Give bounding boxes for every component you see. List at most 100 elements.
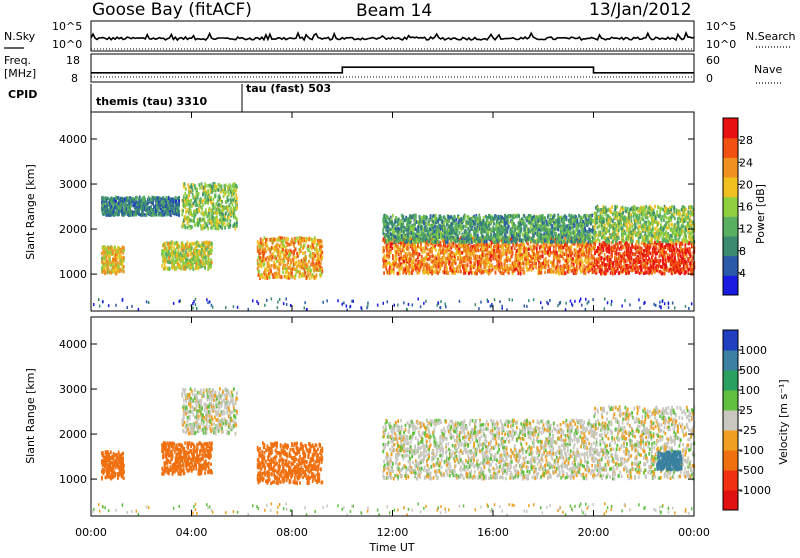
power-cell (206, 212, 208, 216)
power-cell (403, 260, 405, 264)
power-cell (282, 248, 284, 252)
power-cell (196, 203, 198, 207)
power-cell (477, 256, 479, 260)
power-cell (291, 272, 293, 276)
power-cell (459, 266, 461, 270)
power-cell (550, 251, 552, 255)
power-cell (304, 244, 306, 248)
power-cell (204, 218, 206, 222)
power-cell (434, 225, 436, 229)
power-cell (425, 222, 427, 226)
power-cell (321, 240, 323, 244)
power-cell (432, 254, 434, 257)
power-cell (236, 206, 238, 210)
power-cell (164, 266, 166, 270)
power-cell (486, 264, 488, 268)
power-cell (577, 268, 579, 272)
power-cell (392, 214, 394, 218)
power-cell (187, 183, 189, 187)
noise-search-label: N.Search (746, 30, 796, 43)
power-cell (184, 182, 186, 186)
date-title: 13/Jan/2012 (589, 0, 692, 20)
power-cell (388, 255, 390, 259)
power-cell (453, 244, 455, 248)
power-cell (523, 243, 525, 247)
power-cell (316, 274, 318, 278)
power-cell (453, 268, 455, 272)
power-cell (313, 258, 315, 262)
power-cell (116, 256, 118, 259)
power-cell (211, 261, 213, 265)
power-cell (109, 258, 111, 262)
power-cell (300, 250, 302, 254)
power-cell (396, 257, 398, 261)
noise-panel-frame (91, 21, 694, 51)
power-cell (403, 230, 405, 234)
power-cell (308, 260, 310, 264)
power-cell (199, 186, 201, 190)
power-cell (430, 214, 432, 218)
power-cell (576, 271, 578, 275)
power-cell (198, 209, 200, 213)
power-cell (520, 250, 522, 254)
power-cell (123, 256, 125, 260)
power-cell (310, 251, 312, 255)
power-cell (185, 188, 187, 192)
power-cell (175, 267, 177, 271)
power-cell (178, 210, 180, 214)
power-cell (591, 250, 593, 254)
power-cell (275, 271, 277, 275)
power-cell (428, 263, 430, 267)
power-cell (571, 264, 573, 268)
power-cell (320, 262, 322, 266)
power-cell (422, 250, 424, 254)
power-cell (392, 257, 394, 261)
power-cell (421, 255, 423, 259)
power-cell (512, 251, 514, 255)
power-cell (170, 214, 172, 218)
power-cell (229, 224, 231, 228)
beam-title: Beam 14 (356, 1, 432, 21)
power-cell (476, 271, 478, 275)
power-cell (512, 243, 514, 247)
power-cell (272, 256, 274, 260)
power-cell (435, 214, 437, 218)
power-cell (545, 266, 547, 270)
noise-sky-label: N.Sky (4, 30, 36, 43)
power-cell (506, 253, 508, 257)
power-cell (487, 255, 489, 259)
power-cell (419, 253, 421, 257)
power-cell (209, 215, 211, 219)
power-cell (390, 251, 392, 255)
power-cell (523, 262, 525, 266)
power-cell (495, 271, 497, 275)
power-cell (267, 269, 269, 273)
power-cell (184, 247, 186, 251)
power-cell (269, 276, 271, 280)
freq-tick-bottom: 8 (71, 72, 78, 85)
power-cell (438, 240, 440, 244)
power-cell (218, 188, 220, 192)
power-cell (553, 270, 555, 274)
power-cell (187, 254, 189, 257)
power-cell (228, 216, 230, 220)
power-cell (548, 265, 550, 269)
power-cell (315, 254, 317, 258)
power-cell (260, 238, 262, 242)
power-cell (480, 264, 482, 268)
power-cell (207, 189, 209, 193)
power-cell (284, 260, 286, 264)
power-cell (227, 208, 229, 212)
power-cell (104, 272, 106, 276)
power-cell (229, 219, 231, 223)
power-cell (555, 246, 557, 250)
power-cell (293, 252, 295, 256)
noise-left-tick-top: 10^5 (52, 20, 82, 33)
power-cell (500, 249, 502, 253)
power-cell (307, 265, 309, 269)
power-cell (191, 225, 193, 229)
power-cell (229, 185, 231, 189)
power-cell (460, 270, 462, 274)
power-cell (305, 256, 307, 260)
power-cell (427, 248, 429, 252)
